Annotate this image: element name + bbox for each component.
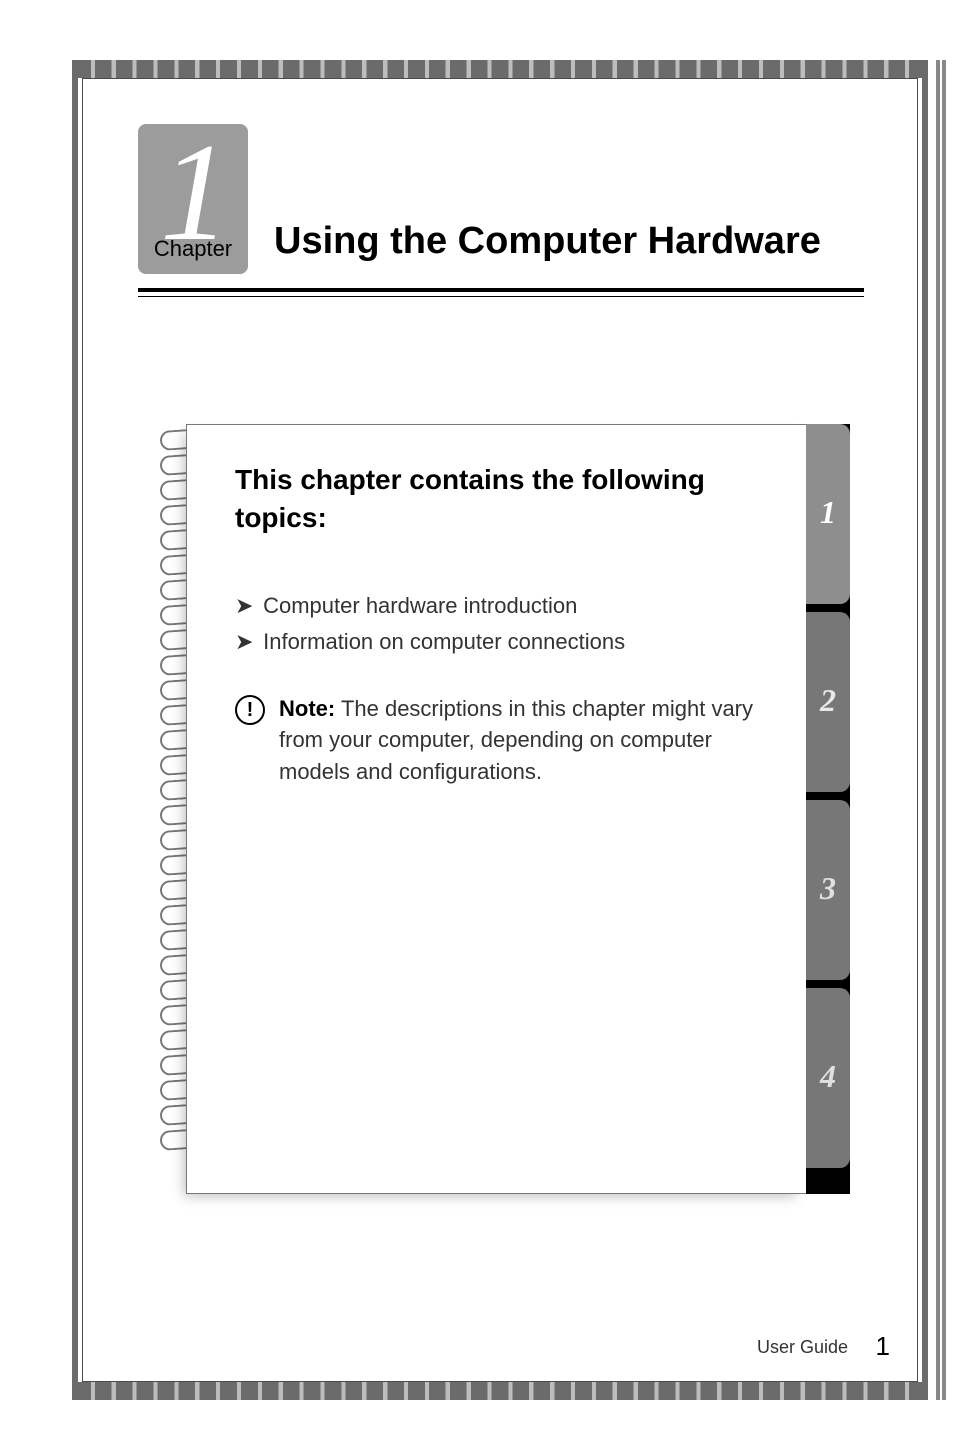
topic-line: ➤ Computer hardware introduction — [235, 593, 778, 619]
content-box: This chapter contains the following topi… — [186, 424, 806, 1194]
footer-page-number: 1 — [876, 1331, 890, 1362]
bullet-arrow-icon: ➤ — [235, 629, 257, 655]
title-rule — [138, 288, 864, 292]
index-tab-number: 2 — [806, 682, 850, 719]
footer-label: User Guide — [757, 1337, 848, 1358]
topic-line: ➤ Information on computer connections — [235, 629, 778, 655]
chapter-badge: 1 Chapter — [138, 124, 248, 274]
decor-stripe — [942, 60, 946, 1400]
index-tab-number: 3 — [806, 870, 850, 907]
chapter-title: Using the Computer Hardware — [274, 220, 821, 263]
topic-text: Information on computer connections — [257, 629, 625, 654]
chapter-label: Chapter — [138, 236, 248, 262]
note-body: The descriptions in this chapter might v… — [279, 696, 753, 785]
content-heading: This chapter contains the following topi… — [235, 461, 778, 537]
attention-icon: ! — [235, 695, 265, 725]
note-block: ! Note: The descriptions in this chapter… — [235, 693, 778, 789]
index-tab: 2 — [806, 612, 850, 792]
note-text: Note: The descriptions in this chapter m… — [279, 693, 778, 789]
note-label: Note: — [279, 696, 335, 721]
index-tabs: 1 2 3 4 — [806, 424, 850, 1194]
topic-text: Computer hardware introduction — [257, 593, 577, 618]
topics-list: ➤ Computer hardware introduction➤ Inform… — [235, 593, 778, 655]
index-tab: 4 — [806, 988, 850, 1168]
title-rule — [138, 296, 864, 297]
decor-stripe — [936, 60, 940, 1400]
index-tab-number: 4 — [806, 1058, 850, 1095]
index-tab: 3 — [806, 800, 850, 980]
index-tab: 1 — [806, 424, 850, 604]
page: 1 Chapter Using the Computer Hardware Th… — [0, 0, 954, 1452]
index-tab-number: 1 — [806, 494, 850, 531]
bullet-arrow-icon: ➤ — [235, 593, 257, 619]
